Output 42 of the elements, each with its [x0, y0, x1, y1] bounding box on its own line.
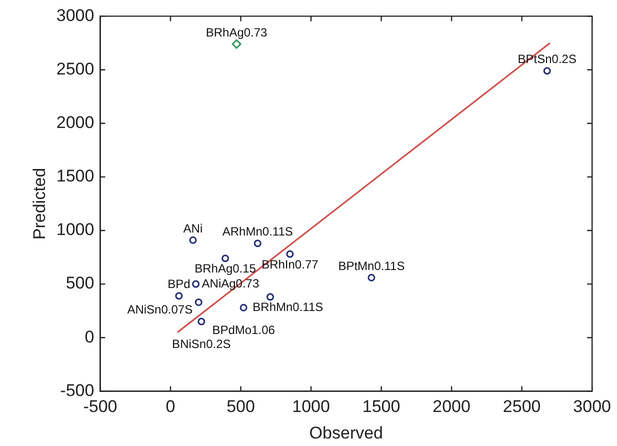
data-label: BPd: [168, 277, 190, 292]
data-label: BRhMn0.11S: [252, 300, 324, 314]
point: [198, 318, 206, 326]
point: [189, 236, 197, 244]
data-label: ANi: [183, 221, 203, 236]
data-label: BRhIn0.77: [262, 257, 319, 272]
data-label: ARhMn0.11S: [222, 224, 293, 239]
point: [254, 240, 262, 248]
data-label: BRhAg0.15: [194, 262, 256, 276]
x-tick-label: 0: [166, 397, 176, 416]
y-tick-label: 1500: [56, 166, 94, 186]
x-axis-title: Observed: [309, 423, 384, 442]
y-tick-label: 2500: [56, 59, 94, 78]
data-label: ANiSn0.07S: [127, 302, 193, 317]
x-tick-label: 2500: [502, 397, 541, 416]
y-tick-label: 1000: [56, 220, 94, 240]
y-tick-label: -500: [60, 380, 94, 400]
point: [543, 67, 551, 75]
x-tick-label: 2000: [432, 397, 470, 416]
point: [232, 39, 242, 49]
point: [286, 250, 294, 258]
y-tick-label: 500: [66, 274, 94, 293]
y-axis-title: Predicted: [30, 168, 49, 240]
point: [266, 293, 274, 301]
point: [368, 274, 376, 282]
x-tick-label: -500: [83, 397, 118, 416]
y-tick-label: 3000: [56, 6, 94, 25]
point: [222, 254, 230, 262]
y-tick-label: 0: [84, 327, 94, 346]
x-tick-label: 3000: [573, 397, 612, 416]
y-tick-label: 2000: [56, 113, 94, 132]
data-label: BPdMo1.06: [212, 322, 276, 337]
data-label: BNiSn0.2S: [172, 336, 231, 351]
point: [194, 298, 202, 306]
point: [192, 280, 200, 288]
data-label: BRhAg0.73: [206, 25, 268, 40]
x-tick-label: 1500: [362, 397, 400, 416]
point: [240, 304, 248, 312]
point: [175, 292, 183, 300]
data-label: BPtMn0.11S: [338, 258, 405, 273]
x-tick-label: 1000: [292, 397, 330, 416]
x-tick-label: 500: [226, 397, 255, 416]
